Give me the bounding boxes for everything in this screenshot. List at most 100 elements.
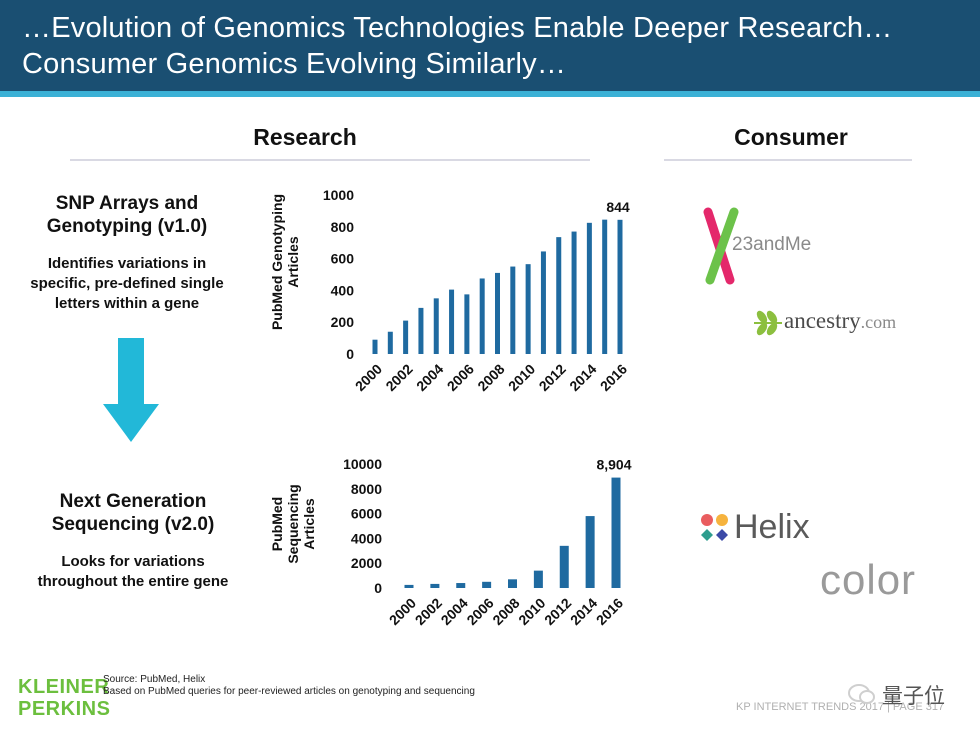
chart2-xtick-label: 2016	[593, 595, 626, 628]
v2-description: Looks for variations throughout the enti…	[37, 553, 229, 590]
v2-title: Next Generation Sequencing (v2.0)	[51, 491, 215, 535]
chart2-xtick-label: 2012	[541, 595, 574, 628]
chart1-xtick-label: 2014	[566, 361, 599, 394]
chart2-ytick-label: 8000	[351, 481, 382, 497]
chart2-bar	[482, 581, 492, 588]
chart1-bar	[586, 222, 592, 354]
page-title: …Evolution of Genomics Technologies Enab…	[22, 10, 892, 82]
method-note: Based on PubMed queries for peer-reviewe…	[103, 686, 475, 697]
chart2-xtick-label: 2014	[567, 595, 600, 628]
kp-line-2: PERKINS	[18, 698, 111, 720]
chart2-xtick-label: 2008	[489, 595, 522, 628]
chart1-ytick-label: 400	[331, 282, 355, 298]
chart1-xtick-label: 2010	[505, 361, 538, 394]
chart1-bar	[479, 278, 485, 354]
chart1-ytick-label: 200	[331, 314, 355, 330]
chart2-xtick-label: 2004	[438, 595, 471, 628]
23andme-logo: 23andMe	[700, 206, 830, 286]
chart1-bar	[602, 219, 608, 354]
chart1-bar	[540, 251, 546, 354]
chart2-peak-label: 8,904	[596, 457, 631, 473]
chart1-bar	[418, 307, 424, 354]
v1-description: Identifies variations in specific, pre-d…	[30, 255, 224, 312]
helix-mark-icon	[701, 514, 728, 541]
sequencing-chart: PubMed Sequencing Articles 020004000600080…	[269, 456, 632, 628]
chart1-bar	[571, 231, 577, 354]
chart1-bar	[387, 331, 393, 354]
genotyping-chart: PubMed Genotyping Articles 0 200 400 600 800 1…	[269, 187, 630, 394]
ancestry-text: ancestry.com	[784, 308, 896, 334]
color-logo: color	[820, 556, 950, 606]
title-banner: …Evolution of Genomics Technologies Enab…	[0, 0, 980, 91]
chart2-bar	[508, 579, 517, 588]
chart1-ylabel-line: Articles	[285, 236, 301, 288]
title-line-1: …Evolution of Genomics Technologies Enab…	[22, 12, 893, 44]
chart2-xtick-label: 2002	[412, 595, 445, 628]
chart2-bar	[559, 545, 569, 588]
chart2-ytick-label: 10000	[343, 456, 382, 472]
helix-logo: Helix	[700, 508, 840, 550]
chart1-ytick-label: 600	[331, 251, 355, 267]
chart2-xtick-label: 2000	[386, 595, 419, 628]
chart1-yticks: 0 200 400 600 800 1000	[323, 187, 354, 362]
ancestry-name: ancestry	[784, 308, 861, 333]
page-footer: KP INTERNET TRENDS 2017 | PAGE 317	[736, 701, 945, 713]
source-note: Source: PubMed, Helix Based on PubMed qu…	[103, 674, 475, 698]
consumer-divider	[664, 159, 912, 161]
chart1-xtick-label: 2002	[382, 361, 415, 394]
chart1-ylabel: PubMed Genotyping Articles	[269, 194, 301, 330]
chart2-bar	[430, 583, 440, 588]
chart1-bar	[372, 339, 378, 354]
chart1-bar	[449, 289, 455, 354]
color-text: color	[820, 556, 917, 603]
23andme-text: 23andMe	[732, 234, 812, 255]
chart1-bar	[464, 294, 470, 354]
chart2-bar	[533, 570, 543, 588]
chart1-xtick-label: 2006	[444, 361, 477, 394]
watermark-text: 量子位	[882, 685, 945, 708]
chart2-ylabel-line: Sequencing	[285, 484, 301, 563]
chart2-ylabel-line: PubMed	[269, 497, 285, 551]
consumer-heading: Consumer	[734, 124, 848, 150]
chart1-bar	[495, 272, 500, 354]
chart2-ytick-label: 4000	[351, 530, 382, 546]
leaf-icon	[754, 310, 782, 336]
chart1-bar	[556, 237, 562, 354]
chart1-bars	[372, 219, 623, 354]
kleiner-perkins-logo: KLEINER PERKINS	[18, 676, 110, 720]
chart1-xtick-label: 2016	[597, 361, 630, 394]
chart2-bar	[404, 584, 414, 588]
chart2-ytick-label: 0	[374, 580, 382, 596]
chart1-ytick-label: 800	[331, 219, 355, 235]
chart1-xtick-label: 2012	[536, 361, 569, 394]
watermark: 量子位	[848, 678, 958, 712]
title-line-2: Consumer Genomics Evolving Similarly…	[22, 48, 567, 80]
down-arrow-icon	[103, 338, 159, 442]
chart1-xtick-label: 2000	[352, 361, 385, 394]
chart1-xtick-label: 2008	[474, 361, 507, 394]
chart2-bar	[611, 477, 621, 588]
chart1-bar	[525, 264, 531, 354]
v1-title: SNP Arrays and Genotyping (v1.0)	[46, 193, 208, 237]
v2-block: Next Generation Sequencing (v2.0) Looks …	[20, 490, 246, 592]
chart2-ylabel: PubMed Sequencing Articles	[269, 484, 317, 563]
chart1-bar	[617, 219, 623, 354]
helix-text: Helix	[734, 508, 810, 546]
23andme-chromosome-icon	[703, 207, 739, 285]
chart1-bar	[510, 266, 516, 354]
ancestry-logo: ancestry.com	[752, 306, 932, 340]
chart2-bars	[404, 477, 621, 588]
research-divider	[70, 159, 590, 161]
chart2-ytick-label: 2000	[351, 555, 382, 571]
chart2-ylabel-line: Articles	[301, 498, 317, 550]
chart1-xtick-label: 2004	[413, 361, 446, 394]
chart1-ylabel-line: PubMed Genotyping	[269, 194, 285, 330]
chart1-ytick-label: 0	[346, 346, 354, 362]
chart1-peak-label: 844	[606, 199, 630, 215]
chart2-bar	[456, 583, 466, 588]
v1-block: SNP Arrays and Genotyping (v1.0) Identif…	[22, 192, 232, 314]
chart2-xtick-label: 2010	[515, 595, 548, 628]
source-line: Source: PubMed, Helix	[103, 674, 206, 685]
